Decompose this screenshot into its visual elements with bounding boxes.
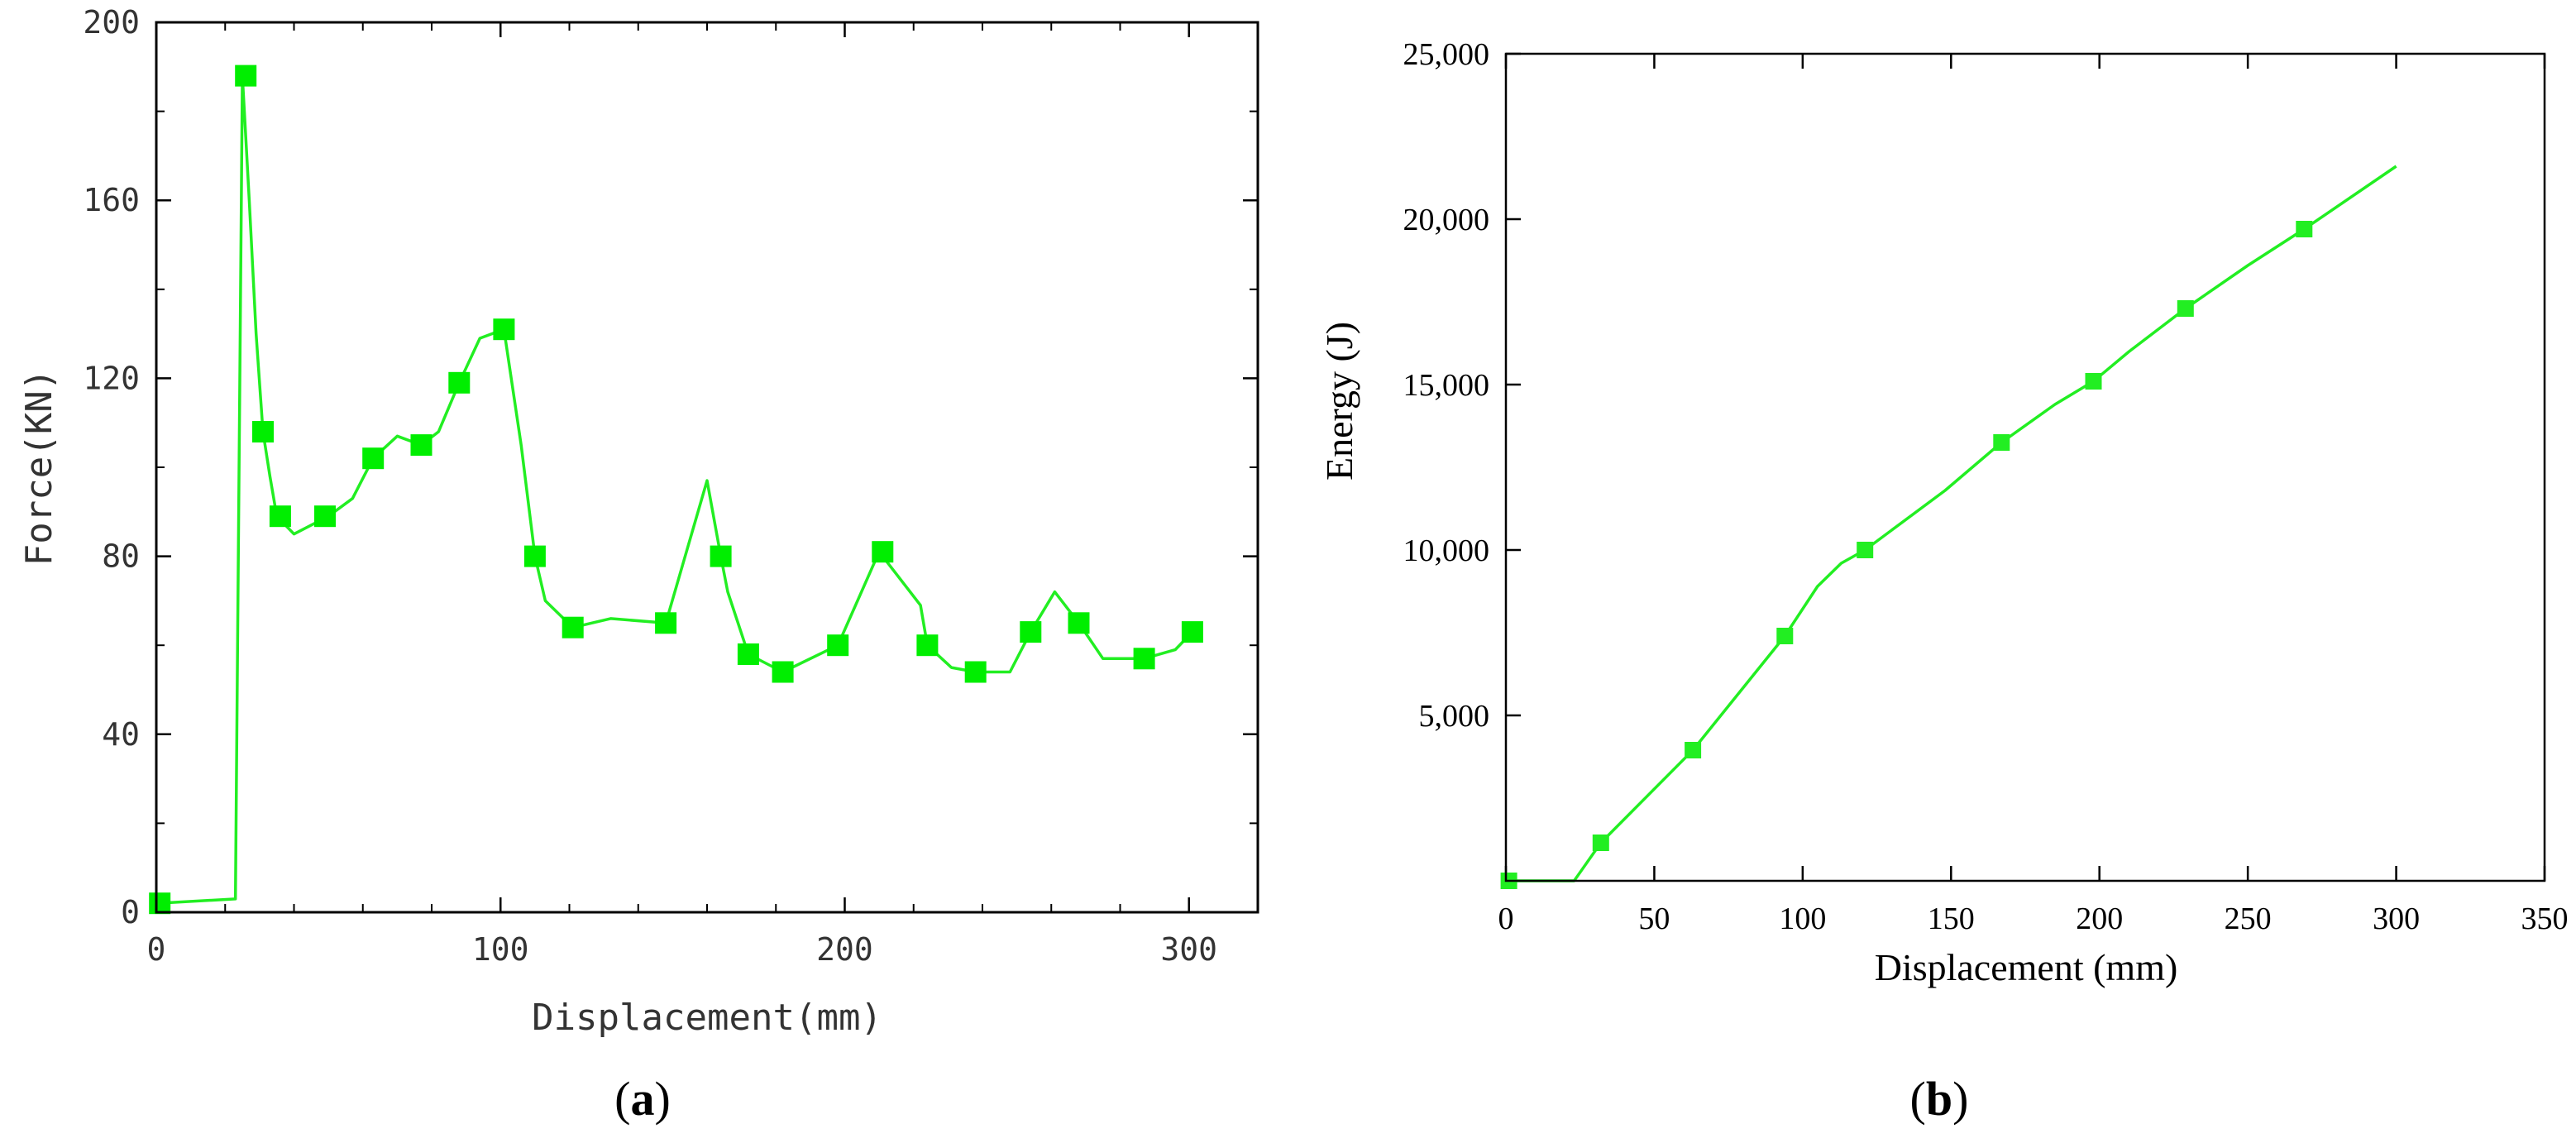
chart-b-y-tick-label: 25,000 [1403, 37, 1490, 72]
chart-b-x-tick-label: 250 [2225, 901, 2272, 936]
chart-a-data-point [252, 421, 274, 442]
chart-a-data-point [827, 634, 849, 657]
chart-a-data-point [964, 661, 987, 683]
chart-a-y-tick-label: 160 [83, 182, 140, 218]
chart-b-data-point [1685, 742, 1702, 758]
chart-a-data-point [737, 643, 759, 665]
chart-a-panel-label: (a) [614, 1072, 671, 1126]
chart-b-panel-label: (b) [1910, 1072, 1969, 1126]
chart-b-x-tick-label: 100 [1779, 901, 1826, 936]
chart-a-data-point [314, 505, 336, 528]
chart-a-panel-letter: a [631, 1072, 655, 1126]
chart-b-data-point [2296, 221, 2313, 237]
chart-b-y-tick-label: 15,000 [1403, 368, 1490, 403]
chart-b-x-tick-label: 300 [2373, 901, 2420, 936]
svg-text:(b): (b) [1910, 1072, 1969, 1126]
chart-a-data-point [235, 65, 257, 87]
chart-a-y-tick-label: 40 [102, 716, 140, 753]
chart-b-x-tick-label: 50 [1638, 901, 1670, 936]
chart-b-x-axis-label: Displacement (mm) [1875, 946, 2178, 988]
chart-a-x-tick-label: 0 [147, 931, 166, 968]
chart-a-y-axis-label: Force(KN) [18, 369, 60, 566]
chart-a-data-point [493, 318, 515, 341]
chart-b-data-point [1776, 628, 1794, 644]
chart-a-data-point [362, 447, 385, 470]
chart-a-data-point [655, 612, 677, 634]
chart-b-x-tick-label: 350 [2521, 901, 2569, 936]
chart-b-series-line [1506, 165, 2397, 882]
chart-a-data-point [410, 434, 433, 457]
chart-b-panel-letter: b [1926, 1072, 1952, 1126]
chart-b-y-axis-label: Energy (J) [1318, 322, 1360, 481]
chart-a-marker-layer [149, 65, 1203, 915]
chart-b-x-tick-label: 200 [2076, 901, 2123, 936]
chart-b-y-tick-label: 5,000 [1419, 699, 1490, 734]
chart-a-data-point [149, 892, 171, 915]
chart-b-y-tick-label: 10,000 [1403, 533, 1490, 568]
chart-a-x-tick-label: 300 [1160, 931, 1217, 968]
chart-a-data-point [772, 661, 794, 683]
chart-b-data-point [2085, 373, 2102, 390]
chart-a: 0 100 200 300 0 40 80 120 160 200 Displacement(mm… [18, 4, 1259, 1126]
chart-a-data-point [1133, 648, 1155, 670]
chart-a-data-point [710, 545, 732, 567]
chart-b-marker-layer [1500, 221, 2313, 889]
chart-b-x-tick-label: 0 [1498, 901, 1514, 936]
chart-b-x-tick-label: 150 [1928, 901, 1975, 936]
chart-a-data-point [1068, 612, 1090, 634]
chart-a-data-point [523, 545, 546, 567]
chart-b-tick-labels: 0 50 100 150 200 250 300 350 5,000 10,000 15,000 20… [1403, 37, 2569, 936]
chart-a-data-point [1020, 621, 1042, 643]
chart-a-tick-labels: 0 100 200 300 0 40 80 120 160 200 [83, 4, 1217, 968]
chart-a-data-point [1181, 621, 1203, 643]
chart-a-data-point [562, 616, 584, 638]
chart-b-y-tick-label: 20,000 [1403, 203, 1490, 237]
chart-a-data-point [916, 634, 939, 657]
chart-b-line-layer [1506, 165, 2397, 882]
chart-a-y-tick-label: 80 [102, 538, 140, 575]
chart-a-data-point [448, 371, 471, 394]
svg-text:(a): (a) [614, 1072, 671, 1126]
chart-a-x-axis-label: Displacement(mm) [532, 997, 882, 1039]
chart-b-data-point [1993, 434, 2010, 451]
chart-a-x-tick-label: 200 [816, 931, 873, 968]
chart-a-data-point [269, 505, 291, 528]
chart-a-frame [155, 21, 1259, 914]
chart-a-y-tick-label: 120 [83, 360, 140, 396]
chart-b-data-point [2177, 300, 2194, 317]
chart-b-data-point [1592, 835, 1609, 851]
chart-b-frame [1504, 52, 2546, 882]
chart-b: 0 50 100 150 200 250 300 350 5,000 10,000 15,000 20… [1318, 37, 2569, 1126]
chart-a-x-tick-label: 100 [472, 931, 529, 968]
chart-a-y-tick-label: 200 [83, 4, 140, 41]
chart-b-data-point [1857, 542, 1874, 558]
chart-a-data-point [872, 541, 894, 563]
chart-a-y-tick-label: 0 [121, 894, 140, 930]
